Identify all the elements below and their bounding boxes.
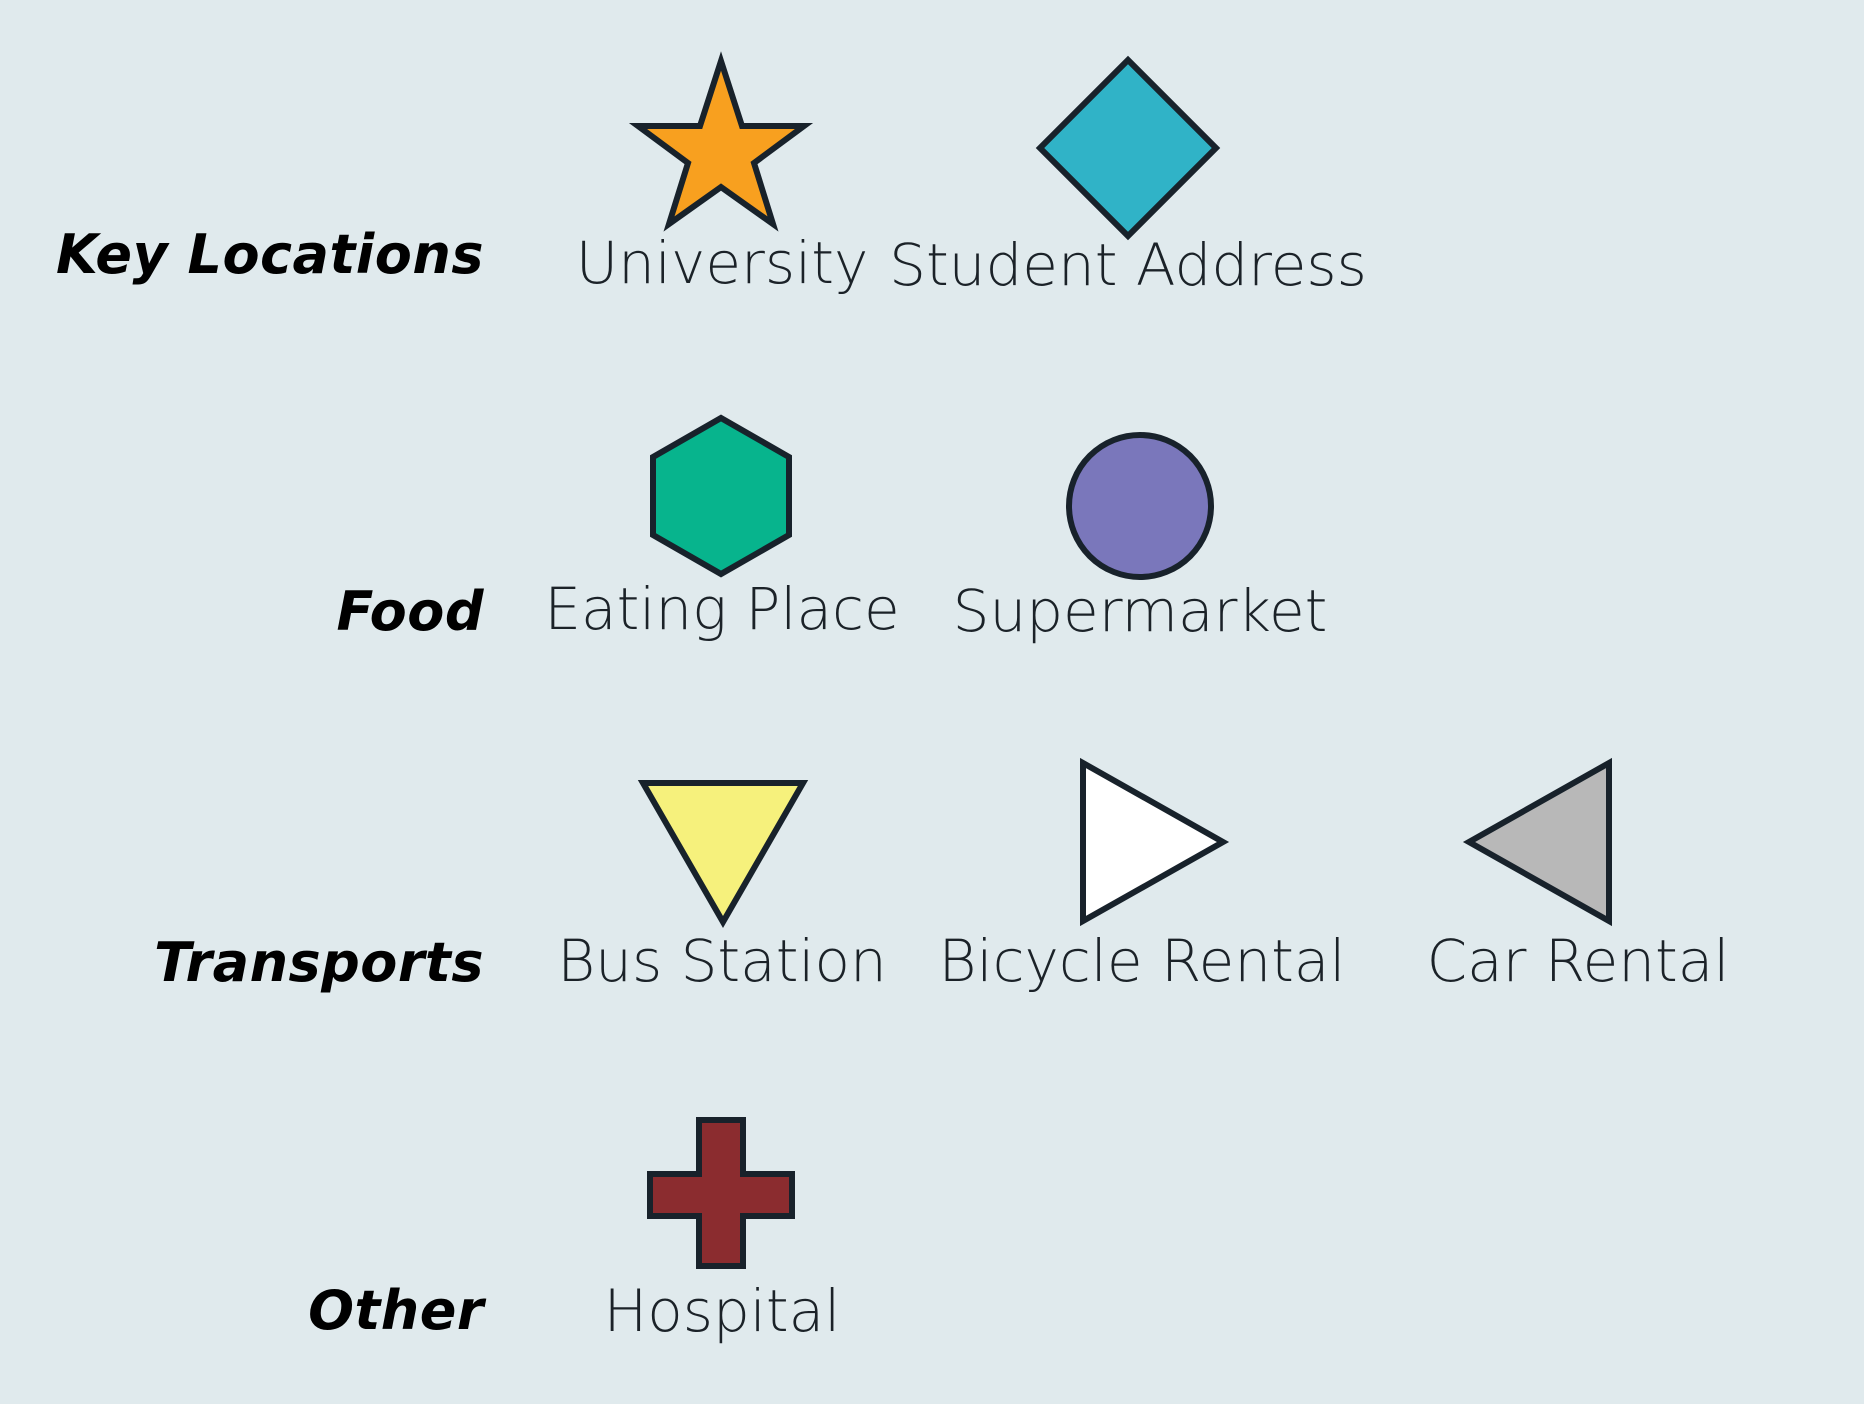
triangle-left-icon xyxy=(1462,757,1612,927)
legend-label-eating-place: Eating Place xyxy=(544,575,900,643)
legend-label-bus-station: Bus Station xyxy=(557,927,887,995)
triangle-down-shape xyxy=(637,780,809,929)
legend-label-student-address: Student Address xyxy=(889,231,1367,299)
hexagon-shape xyxy=(650,414,792,578)
cross-shape xyxy=(647,1117,795,1269)
diamond-icon xyxy=(1035,55,1221,241)
diamond-shape xyxy=(1035,55,1221,241)
triangle-left-shape xyxy=(1462,757,1612,927)
triangle-right-shape xyxy=(1080,757,1230,927)
circle-shape xyxy=(1066,432,1214,580)
star-icon xyxy=(628,51,814,232)
hexagon-icon xyxy=(650,414,792,578)
legend-label-car-rental: Car Rental xyxy=(1426,927,1730,995)
category-other: Other xyxy=(308,1279,484,1342)
circle-icon xyxy=(1066,432,1214,580)
category-key-locations: Key Locations xyxy=(56,223,484,286)
legend-label-bicycle-rental: Bicycle Rental xyxy=(938,927,1346,995)
cross-icon xyxy=(647,1117,795,1269)
category-transports: Transports xyxy=(154,931,484,994)
triangle-down-icon xyxy=(637,780,809,929)
triangle-right-icon xyxy=(1080,757,1230,927)
star-shape xyxy=(628,51,814,232)
category-food: Food xyxy=(336,580,484,643)
legend-label-supermarket: Supermarket xyxy=(952,577,1328,645)
legend-label-hospital: Hospital xyxy=(603,1277,841,1345)
legend-label-university: University xyxy=(575,229,869,297)
